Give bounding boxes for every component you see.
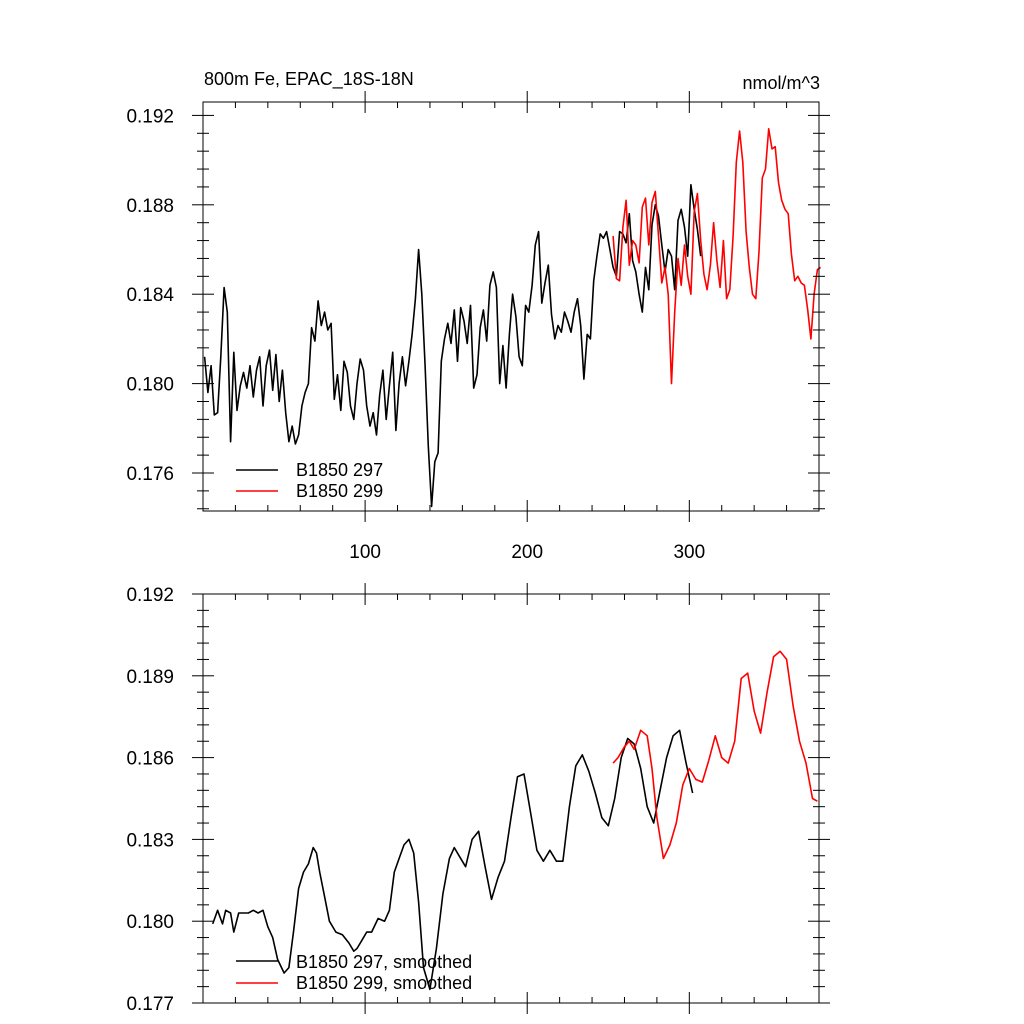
series-line-299 (612, 128, 822, 385)
bottom-series-group (211, 650, 818, 991)
top-plot-frame (202, 101, 820, 512)
y-tick-label: 0.180 (126, 912, 174, 933)
y-tick-label: 0.180 (126, 375, 174, 396)
y-tick-label: 0.189 (126, 667, 174, 688)
legend-label-299: B1850 299 (296, 481, 383, 501)
bottom-plot-frame (202, 593, 820, 1004)
x-tick-label: 300 (673, 542, 705, 563)
chart-title: 800m Fe, EPAC_18S-18N (204, 69, 414, 90)
y-tick-label: 0.184 (126, 285, 174, 306)
bottom-legend: B1850 297, smoothed B1850 299, smoothed (236, 952, 472, 993)
y-tick-label: 0.188 (126, 196, 174, 217)
x-tick-label: 200 (511, 542, 543, 563)
series-line-297 (203, 183, 702, 508)
top-tick-labels: 100 200 300 0.176 0.180 0.184 0.188 0.192 (126, 106, 705, 563)
bottom-tick-labels: 0.177 0.180 0.183 0.186 0.189 0.192 (126, 585, 174, 1015)
y-tick-label: 0.176 (126, 464, 174, 485)
y-tick-label: 0.177 (126, 994, 174, 1015)
top-panel: 800m Fe, EPAC_18S-18N nmol/m^3 100 200 300… (126, 69, 830, 563)
units-label: nmol/m^3 (743, 73, 820, 93)
series-line-299-smoothed (612, 650, 818, 860)
top-legend: B1850 297 B1850 299 (236, 460, 383, 501)
x-tick-label: 100 (349, 542, 381, 563)
legend-label-299-smoothed: B1850 299, smoothed (296, 973, 472, 993)
legend-label-297-smoothed: B1850 297, smoothed (296, 952, 472, 972)
top-ticks (192, 91, 830, 522)
bottom-ticks (192, 583, 830, 1014)
y-tick-label: 0.192 (126, 106, 174, 127)
legend-label-297: B1850 297 (296, 460, 383, 480)
y-tick-label: 0.183 (126, 830, 174, 851)
y-tick-label: 0.186 (126, 749, 174, 770)
bottom-panel: 0.177 0.180 0.183 0.186 0.189 0.192 B1850 297… (126, 583, 830, 1015)
series-line-297-smoothed (211, 729, 694, 991)
top-series-group (203, 128, 822, 508)
y-tick-label: 0.192 (126, 585, 174, 606)
